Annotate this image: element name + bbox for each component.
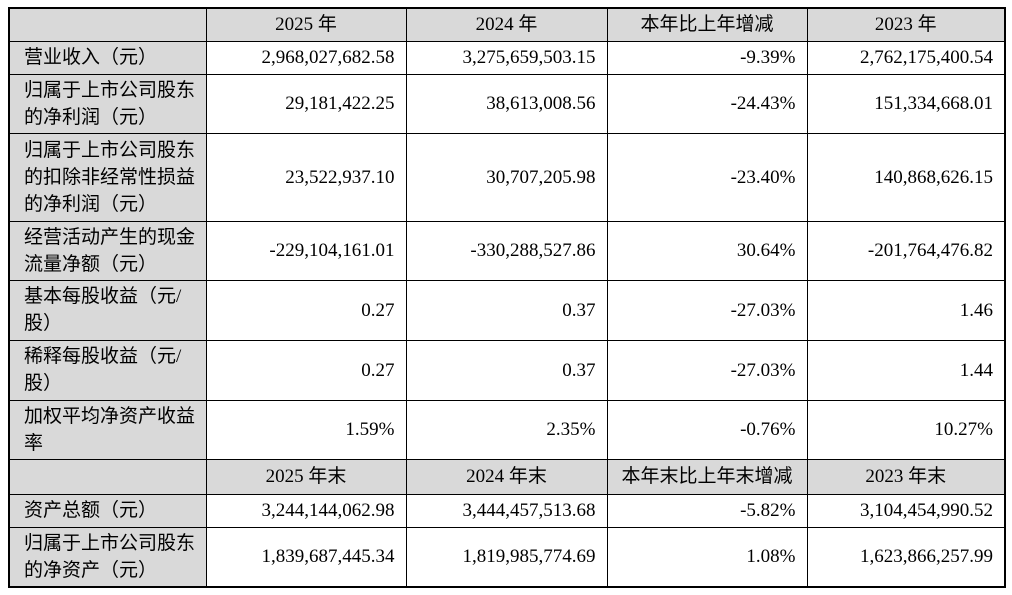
row-label: 资产总额（元）: [8, 493, 207, 528]
cell-2023: 140,868,626.15: [806, 132, 1006, 222]
header-2023-end: 2023 年末: [806, 458, 1006, 495]
table-row-net-profit: 归属于上市公司股东的净利润（元） 29,181,422.25 38,613,00…: [8, 73, 1006, 134]
cell-change: -9.39%: [606, 40, 808, 75]
cell-change: 1.08%: [606, 526, 808, 587]
cell-change: 30.64%: [606, 220, 808, 281]
table-row-net-profit-excl-nonrecurring: 归属于上市公司股东的扣除非经常性损益的净利润（元） 23,522,937.10 …: [8, 132, 1006, 222]
cell-2024: 3,444,457,513.68: [405, 493, 608, 528]
cell-2025: -229,104,161.01: [205, 220, 407, 281]
cell-2023: 1,623,866,257.99: [806, 526, 1006, 587]
row-label: 稀释每股收益（元/股）: [8, 339, 207, 401]
cell-2024: -330,288,527.86: [405, 220, 608, 281]
cell-2023: 10.27%: [806, 399, 1006, 460]
header-blank-cell: [8, 7, 207, 42]
cell-change: -0.76%: [606, 399, 808, 460]
period-end-header-row: 2025 年末 2024 年末 本年末比上年末增减 2023 年末: [8, 458, 1006, 495]
table-row-diluted-eps: 稀释每股收益（元/股） 0.27 0.37 -27.03% 1.44: [8, 339, 1006, 401]
cell-2025: 1.59%: [205, 399, 407, 460]
row-label: 归属于上市公司股东的净利润（元）: [8, 73, 207, 134]
cell-2024: 1,819,985,774.69: [405, 526, 608, 587]
cell-2023: 3,104,454,990.52: [806, 493, 1006, 528]
cell-2025: 29,181,422.25: [205, 73, 407, 134]
cell-2024: 38,613,008.56: [405, 73, 608, 134]
cell-2024: 0.37: [405, 279, 608, 341]
cell-change: -23.40%: [606, 132, 808, 222]
header-2024: 2024 年: [405, 7, 608, 42]
cell-2023: 1.46: [806, 279, 1006, 341]
row-label: 营业收入（元）: [8, 40, 207, 75]
row-label: 归属于上市公司股东的扣除非经常性损益的净利润（元）: [8, 132, 207, 222]
header-blank-cell: [8, 458, 207, 495]
cell-change: -5.82%: [606, 493, 808, 528]
cell-2023: -201,764,476.82: [806, 220, 1006, 281]
financial-summary-table: 2025 年 2024 年 本年比上年增减 2023 年 营业收入（元） 2,9…: [8, 7, 1006, 588]
table-row-revenue: 营业收入（元） 2,968,027,682.58 3,275,659,503.1…: [8, 40, 1006, 75]
cell-change: -27.03%: [606, 339, 808, 401]
cell-2023: 2,762,175,400.54: [806, 40, 1006, 75]
cell-2025: 0.27: [205, 339, 407, 401]
cell-2024: 0.37: [405, 339, 608, 401]
table-row-operating-cash-flow: 经营活动产生的现金流量净额（元） -229,104,161.01 -330,28…: [8, 220, 1006, 281]
table-row-net-assets: 归属于上市公司股东的净资产（元） 1,839,687,445.34 1,819,…: [8, 526, 1006, 587]
table-row-total-assets: 资产总额（元） 3,244,144,062.98 3,444,457,513.6…: [8, 493, 1006, 528]
cell-2023: 1.44: [806, 339, 1006, 401]
header-2024-end: 2024 年末: [405, 458, 608, 495]
cell-2025: 23,522,937.10: [205, 132, 407, 222]
cell-2023: 151,334,668.01: [806, 73, 1006, 134]
table-row-basic-eps: 基本每股收益（元/股） 0.27 0.37 -27.03% 1.46: [8, 279, 1006, 341]
cell-change: -24.43%: [606, 73, 808, 134]
period-header-row: 2025 年 2024 年 本年比上年增减 2023 年: [8, 7, 1006, 42]
cell-2025: 2,968,027,682.58: [205, 40, 407, 75]
header-yoy-change: 本年比上年增减: [606, 7, 808, 42]
cell-2025: 1,839,687,445.34: [205, 526, 407, 587]
table-row-weighted-avg-roe: 加权平均净资产收益率 1.59% 2.35% -0.76% 10.27%: [8, 399, 1006, 460]
cell-2024: 2.35%: [405, 399, 608, 460]
header-2025-end: 2025 年末: [205, 458, 407, 495]
header-end-yoy-change: 本年末比上年末增减: [606, 458, 808, 495]
cell-2025: 0.27: [205, 279, 407, 341]
row-label: 基本每股收益（元/股）: [8, 279, 207, 341]
header-2023: 2023 年: [806, 7, 1006, 42]
cell-change: -27.03%: [606, 279, 808, 341]
row-label: 加权平均净资产收益率: [8, 399, 207, 460]
cell-2024: 3,275,659,503.15: [405, 40, 608, 75]
header-2025: 2025 年: [205, 7, 407, 42]
row-label: 归属于上市公司股东的净资产（元）: [8, 526, 207, 587]
cell-2024: 30,707,205.98: [405, 132, 608, 222]
row-label: 经营活动产生的现金流量净额（元）: [8, 220, 207, 281]
cell-2025: 3,244,144,062.98: [205, 493, 407, 528]
